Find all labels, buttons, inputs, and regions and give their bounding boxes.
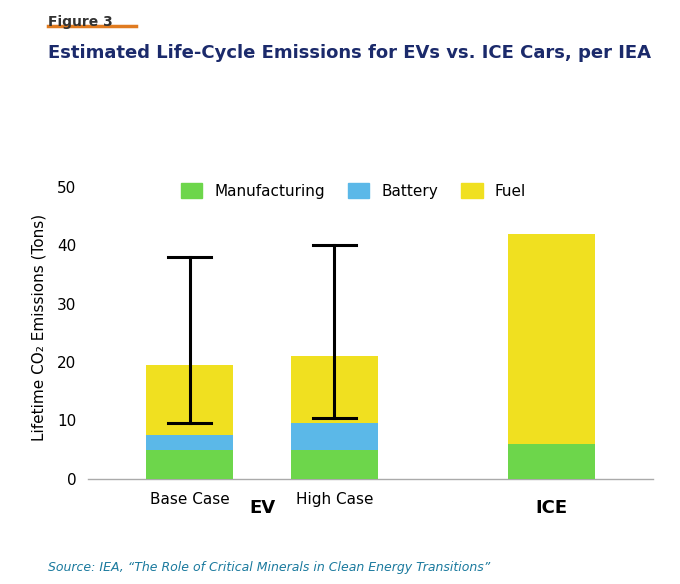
Text: Figure 3: Figure 3 (48, 15, 112, 29)
Text: Estimated Life-Cycle Emissions for EVs vs. ICE Cars, per IEA: Estimated Life-Cycle Emissions for EVs v… (48, 44, 651, 62)
Bar (146, 450, 233, 479)
Bar (508, 444, 595, 479)
Bar (291, 423, 378, 450)
Bar (291, 356, 378, 423)
Text: EV: EV (249, 499, 275, 517)
Bar (146, 435, 233, 450)
Text: Source: IEA, “The Role of Critical Minerals in Clean Energy Transitions”: Source: IEA, “The Role of Critical Miner… (48, 561, 490, 573)
Legend: Manufacturing, Battery, Fuel: Manufacturing, Battery, Fuel (181, 183, 526, 199)
Y-axis label: Lifetime CO₂ Emissions (Tons): Lifetime CO₂ Emissions (Tons) (31, 214, 46, 440)
Bar (291, 450, 378, 479)
Bar (146, 365, 233, 435)
Bar (508, 234, 595, 444)
Text: ICE: ICE (535, 499, 568, 517)
